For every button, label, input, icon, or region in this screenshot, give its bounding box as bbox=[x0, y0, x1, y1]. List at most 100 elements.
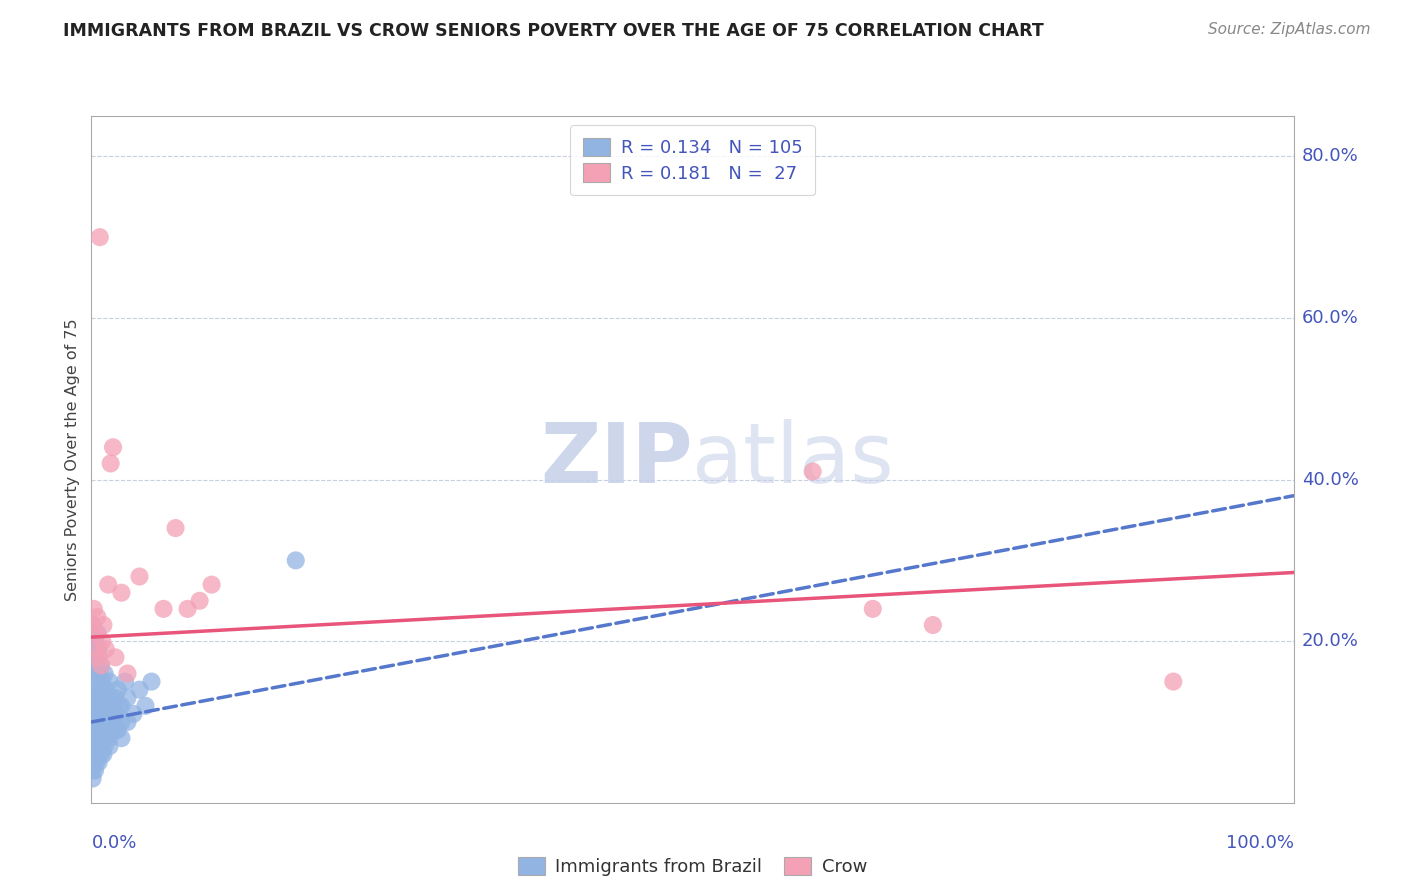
Point bbox=[128, 682, 150, 697]
Point bbox=[90, 658, 112, 673]
Point bbox=[103, 714, 125, 729]
Text: 0.0%: 0.0% bbox=[91, 834, 136, 852]
Point bbox=[84, 658, 107, 673]
Point bbox=[89, 706, 111, 721]
Point bbox=[94, 642, 117, 657]
Point bbox=[110, 731, 132, 746]
Point bbox=[93, 706, 115, 721]
Point bbox=[93, 739, 115, 754]
Point bbox=[108, 698, 131, 713]
Point bbox=[110, 698, 132, 713]
Point bbox=[82, 723, 104, 737]
Point bbox=[84, 764, 107, 778]
Point bbox=[101, 440, 124, 454]
Point bbox=[86, 747, 108, 762]
Point bbox=[98, 674, 121, 689]
Point bbox=[84, 642, 107, 657]
Point bbox=[86, 723, 108, 737]
Point bbox=[93, 666, 115, 681]
Point bbox=[84, 731, 107, 746]
Point bbox=[93, 690, 115, 705]
Point bbox=[89, 739, 111, 754]
Point bbox=[84, 756, 107, 770]
Point bbox=[89, 230, 111, 244]
Point bbox=[134, 698, 156, 713]
Text: 100.0%: 100.0% bbox=[1226, 834, 1294, 852]
Point bbox=[90, 723, 112, 737]
Point bbox=[87, 650, 110, 665]
Point bbox=[84, 714, 107, 729]
Point bbox=[82, 650, 104, 665]
Point bbox=[94, 682, 117, 697]
Point bbox=[90, 747, 112, 762]
Point bbox=[104, 690, 127, 705]
Point bbox=[93, 706, 115, 721]
Point bbox=[84, 690, 107, 705]
Point bbox=[93, 690, 115, 705]
Point bbox=[201, 577, 224, 591]
Point bbox=[98, 739, 121, 754]
Text: ZIP: ZIP bbox=[540, 419, 692, 500]
Point bbox=[152, 602, 174, 616]
Text: 20.0%: 20.0% bbox=[1302, 632, 1358, 650]
Point bbox=[87, 690, 110, 705]
Point bbox=[105, 706, 128, 721]
Text: 40.0%: 40.0% bbox=[1302, 471, 1358, 489]
Point bbox=[83, 747, 105, 762]
Point bbox=[117, 666, 139, 681]
Point bbox=[91, 690, 114, 705]
Point bbox=[96, 698, 118, 713]
Point bbox=[101, 690, 124, 705]
Point bbox=[122, 706, 145, 721]
Point bbox=[100, 457, 122, 471]
Point bbox=[82, 618, 104, 632]
Point bbox=[128, 569, 150, 583]
Point bbox=[165, 521, 187, 535]
Point bbox=[94, 731, 117, 746]
Point bbox=[82, 756, 104, 770]
Point bbox=[91, 714, 114, 729]
Point bbox=[101, 723, 124, 737]
Point bbox=[91, 674, 114, 689]
Point bbox=[90, 739, 112, 754]
Point bbox=[141, 674, 163, 689]
Point bbox=[91, 714, 114, 729]
Text: IMMIGRANTS FROM BRAZIL VS CROW SENIORS POVERTY OVER THE AGE OF 75 CORRELATION CH: IMMIGRANTS FROM BRAZIL VS CROW SENIORS P… bbox=[63, 22, 1045, 40]
Point bbox=[801, 465, 824, 479]
Point bbox=[87, 714, 110, 729]
Point bbox=[83, 666, 105, 681]
Point bbox=[87, 714, 110, 729]
Point bbox=[91, 731, 114, 746]
Point bbox=[94, 714, 117, 729]
Point bbox=[83, 602, 105, 616]
Point bbox=[90, 698, 112, 713]
Point bbox=[1161, 674, 1184, 689]
Point bbox=[98, 731, 121, 746]
Point bbox=[89, 731, 111, 746]
Point bbox=[93, 618, 115, 632]
Point bbox=[83, 714, 105, 729]
Text: 60.0%: 60.0% bbox=[1302, 309, 1358, 327]
Point bbox=[94, 731, 117, 746]
Point bbox=[89, 682, 111, 697]
Point bbox=[87, 731, 110, 746]
Point bbox=[84, 739, 107, 754]
Point bbox=[89, 690, 111, 705]
Point bbox=[98, 714, 121, 729]
Text: 80.0%: 80.0% bbox=[1302, 147, 1358, 165]
Point bbox=[117, 714, 139, 729]
Point bbox=[93, 698, 115, 713]
Point bbox=[84, 731, 107, 746]
Text: Source: ZipAtlas.com: Source: ZipAtlas.com bbox=[1208, 22, 1371, 37]
Point bbox=[97, 577, 120, 591]
Point bbox=[82, 772, 104, 786]
Point bbox=[176, 602, 198, 616]
Point bbox=[93, 723, 115, 737]
Point bbox=[188, 594, 211, 608]
Point bbox=[84, 674, 107, 689]
Point bbox=[84, 739, 107, 754]
Point bbox=[87, 682, 110, 697]
Point bbox=[83, 642, 105, 657]
Text: atlas: atlas bbox=[692, 419, 894, 500]
Point bbox=[87, 666, 110, 681]
